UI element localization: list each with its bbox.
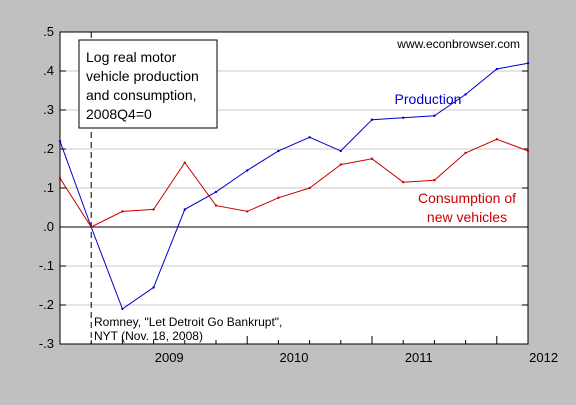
- data-point-consumption-of-new-vehicles: [464, 151, 467, 155]
- y-tick-label: .4: [43, 63, 54, 78]
- x-tick-label: 2010: [280, 350, 309, 365]
- event-annotation: Romney, "Let Detroit Go Bankrupt", NYT (…: [94, 315, 282, 343]
- series-line-consumption-of-new-vehicles: [59, 138, 529, 228]
- annotation-line: NYT (Nov. 18, 2008): [94, 329, 203, 343]
- data-point-consumption-of-new-vehicles: [58, 177, 62, 180]
- data-point-production: [58, 140, 62, 143]
- y-axis: -.3 -.2 -.1 .0 .1 .2 .3 .4 .5: [39, 24, 528, 351]
- legend-box: Log real motor vehicle production and co…: [78, 39, 218, 129]
- series-label: new vehicles: [427, 209, 507, 225]
- data-point-production: [495, 67, 498, 71]
- data-point-consumption-of-new-vehicles: [402, 180, 405, 184]
- series-line-production: [59, 62, 529, 310]
- y-tick-label: -.3: [39, 336, 54, 351]
- series-label: Production: [395, 91, 462, 107]
- series-label: Consumption of: [418, 190, 516, 206]
- data-point-consumption-of-new-vehicles: [152, 208, 155, 211]
- data-point-production: [246, 169, 249, 172]
- data-point-production: [402, 116, 405, 120]
- data-point-consumption-of-new-vehicles: [495, 138, 498, 141]
- y-tick-label: -.1: [39, 258, 54, 273]
- data-point-production: [370, 118, 374, 121]
- series-labels: Production Consumption of new vehicles: [395, 91, 517, 225]
- data-point-production: [277, 149, 280, 153]
- legend-box-line: and consumption,: [86, 87, 197, 103]
- data-point-consumption-of-new-vehicles: [277, 196, 280, 199]
- data-point-production: [152, 286, 155, 289]
- legend-box-line: 2008Q4=0: [86, 106, 152, 122]
- y-tick-label: .2: [43, 141, 54, 156]
- data-point-production: [121, 307, 124, 311]
- y-tick-label: .3: [43, 102, 54, 117]
- data-point-consumption-of-new-vehicles: [526, 149, 530, 153]
- x-tick-label: 2009: [155, 350, 184, 365]
- legend-box-line: vehicle production: [86, 68, 199, 84]
- y-tick-label: .1: [43, 180, 54, 195]
- y-tick-label: .5: [43, 24, 54, 39]
- data-point-consumption-of-new-vehicles: [308, 186, 311, 190]
- data-point-production: [183, 208, 186, 211]
- series-group: [58, 62, 530, 311]
- legend-box-line: Log real motor: [86, 49, 177, 65]
- y-tick-label: -.2: [39, 297, 54, 312]
- data-point-production: [464, 93, 467, 96]
- data-point-production: [214, 190, 218, 194]
- data-point-consumption-of-new-vehicles: [246, 210, 249, 213]
- data-point-production: [526, 62, 530, 65]
- x-tick-label: 2012: [529, 350, 558, 365]
- annotation-line: Romney, "Let Detroit Go Bankrupt",: [94, 315, 282, 329]
- y-tick-label: .0: [43, 219, 54, 234]
- x-tick-label: 2011: [405, 350, 433, 365]
- data-point-consumption-of-new-vehicles: [214, 204, 218, 207]
- watermark: www.econbrowser.com: [396, 37, 520, 51]
- data-point-consumption-of-new-vehicles: [121, 210, 124, 213]
- data-point-consumption-of-new-vehicles: [339, 163, 342, 166]
- data-point-consumption-of-new-vehicles: [433, 179, 436, 182]
- data-point-production: [308, 136, 311, 139]
- data-point-consumption-of-new-vehicles: [183, 161, 186, 164]
- x-axis: 2009 2010 2011 2012: [59, 336, 558, 365]
- data-point-production: [339, 149, 342, 153]
- data-point-consumption-of-new-vehicles: [90, 225, 93, 229]
- data-point-production: [433, 114, 436, 118]
- data-point-consumption-of-new-vehicles: [370, 157, 374, 160]
